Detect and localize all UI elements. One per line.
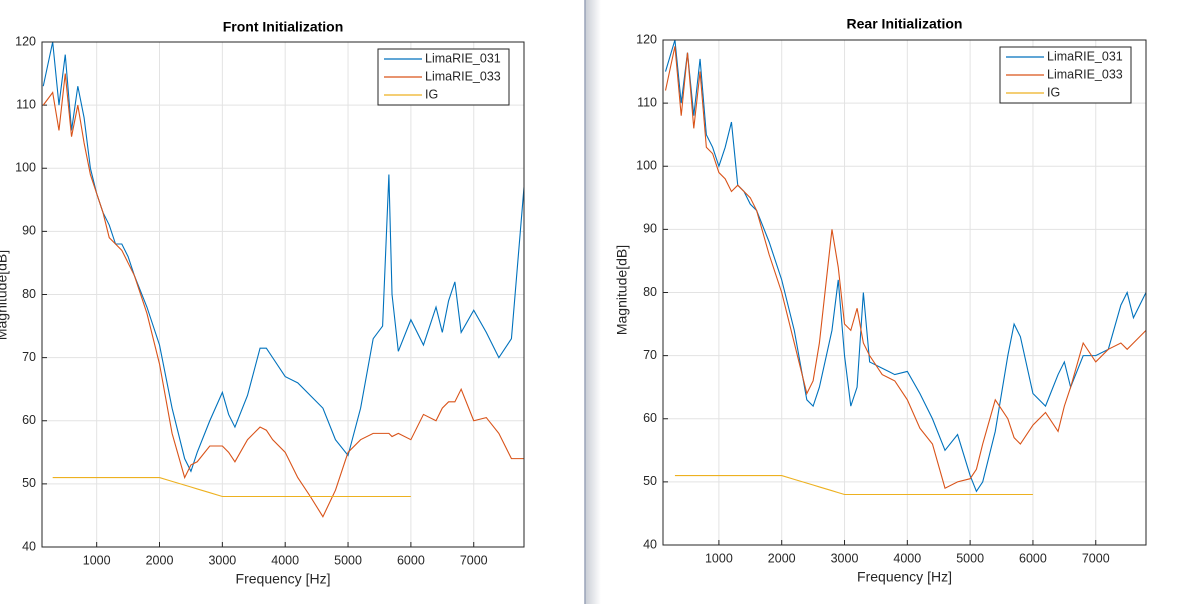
x-tick-label: 7000 — [1082, 551, 1110, 565]
y-tick-label: 40 — [643, 537, 657, 551]
y-axis-label: Magnitude[dB] — [614, 245, 630, 335]
x-axis-label: Frequency [Hz] — [236, 571, 331, 587]
x-tick-label: 6000 — [397, 553, 425, 567]
legend: LimaRIE_031 LimaRIE_033 IG — [999, 46, 1132, 104]
legend-label: LimaRIE_033 — [1047, 67, 1123, 81]
chart-title: Rear Initialization — [847, 16, 963, 32]
y-tick-label: 100 — [636, 159, 657, 173]
x-tick-label: 3000 — [208, 553, 236, 567]
y-tick-label: 100 — [15, 161, 36, 175]
series-line — [664, 46, 1146, 489]
series-line — [674, 475, 1033, 496]
y-axis-label: Magnitude[dB] — [0, 250, 10, 340]
x-tick-label: 1000 — [705, 551, 733, 565]
y-tick-label: 50 — [643, 474, 657, 488]
x-tick-label: 5000 — [956, 551, 984, 565]
x-tick-label: 7000 — [460, 553, 488, 567]
x-tick-label: 2000 — [768, 551, 796, 565]
y-tick-label: 60 — [643, 411, 657, 425]
x-tick-label: 3000 — [831, 551, 859, 565]
y-tick-label: 90 — [643, 222, 657, 236]
axes-box — [662, 39, 1147, 546]
chart: 1000 2000 3000 4000 5000 6000 7000 40 50 60 70 80 90… — [0, 19, 525, 587]
y-tick-label: 110 — [16, 97, 36, 111]
y-tick-label: 110 — [637, 95, 657, 109]
x-tick-label: 4000 — [271, 553, 299, 567]
y-tick-label: 80 — [22, 287, 36, 301]
x-tick-label: 2000 — [146, 553, 174, 567]
y-tick-label: 50 — [22, 476, 36, 490]
legend-label: LimaRIE_033 — [425, 69, 501, 83]
chart: 1000 2000 3000 4000 5000 6000 7000 40 50 60 70 80 90… — [614, 16, 1147, 585]
chart-title: Front Initialization — [223, 19, 344, 35]
y-tick-label: 90 — [22, 224, 36, 238]
y-tick-label: 80 — [643, 285, 657, 299]
x-tick-label: 6000 — [1019, 551, 1047, 565]
y-tick-label: 70 — [643, 348, 657, 362]
y-tick-label: 120 — [636, 32, 657, 46]
legend-label: IG — [425, 87, 438, 101]
legend: LimaRIE_031 LimaRIE_033 IG — [377, 48, 510, 106]
legend-label: LimaRIE_031 — [425, 51, 501, 65]
legend-label: IG — [1047, 85, 1060, 99]
y-tick-label: 70 — [22, 350, 36, 364]
plot-lines — [664, 40, 1146, 496]
series-line — [42, 73, 524, 518]
legend-label: LimaRIE_031 — [1047, 49, 1123, 63]
plot-lines — [42, 42, 524, 518]
y-tick-label: 40 — [22, 539, 36, 553]
series-line — [52, 477, 411, 498]
series-line — [664, 40, 1146, 493]
x-tick-label: 5000 — [334, 553, 362, 567]
y-tick-label: 60 — [22, 413, 36, 427]
x-tick-label: 1000 — [83, 553, 111, 567]
window-shadow — [585, 0, 601, 604]
x-tick-label: 4000 — [893, 551, 921, 565]
x-axis-label: Frequency [Hz] — [857, 569, 952, 585]
axes-box — [41, 41, 525, 548]
y-tick-label: 120 — [15, 34, 36, 48]
